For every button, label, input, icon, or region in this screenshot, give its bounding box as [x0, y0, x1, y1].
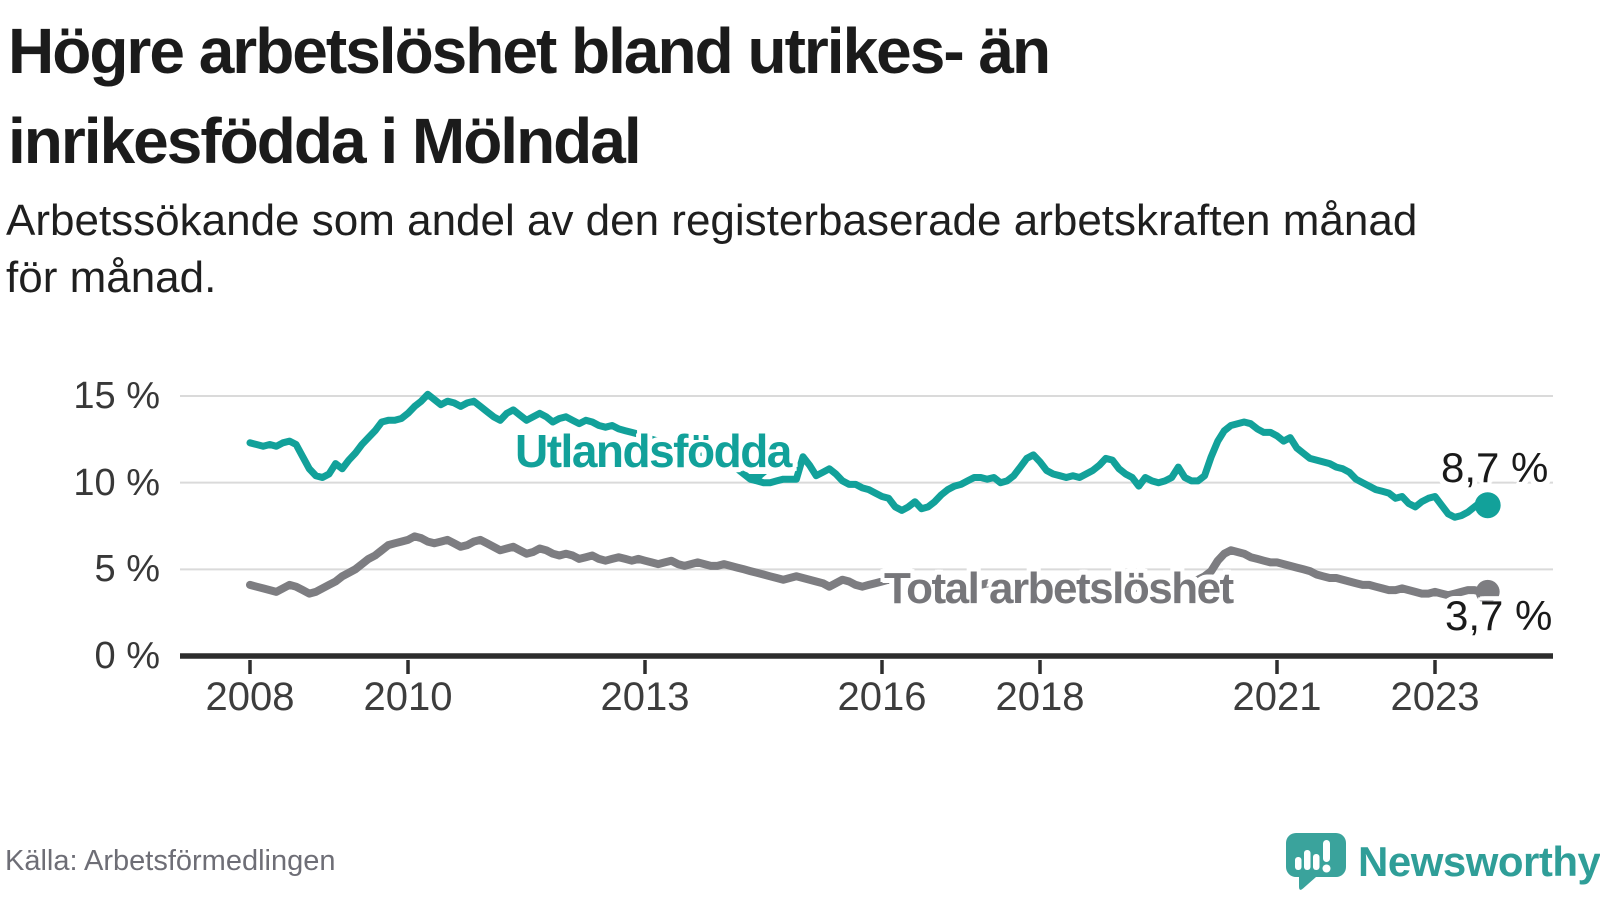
- y-tick-label-15: 15 %: [73, 375, 160, 417]
- series-line-utlandsfodda: [246, 390, 1492, 521]
- x-tick-label-2008: 2008: [205, 675, 295, 719]
- x-tick-label-2021: 2021: [1232, 675, 1322, 719]
- title-line-2: inrikesfödda i Mölndal: [8, 105, 642, 177]
- series-label-utlandsfodda: Utlandsfödda: [515, 425, 792, 477]
- newsworthy-speech-bubble-chart-icon: [1286, 833, 1346, 890]
- newsworthy-logo: Newsworthy: [1284, 832, 1600, 892]
- series-label-total-arbetsloshet: Total arbetslöshet: [884, 564, 1234, 613]
- end-value-utlandsfodda: 8,7 %: [1441, 444, 1549, 491]
- chart-subtitle: Arbetssökande som andel av den registerb…: [6, 192, 1417, 306]
- newsworthy-wordmark: Newsworthy: [1358, 838, 1600, 885]
- y-tick-label-10: 10 %: [73, 461, 160, 504]
- title-line-1: Högre arbetslöshet bland utrikes- än: [8, 15, 1051, 87]
- x-tick-label-2016: 2016: [837, 675, 927, 719]
- subtitle-line-2: för månad.: [6, 253, 217, 302]
- series-end-dot-utlandsfodda: [1474, 492, 1501, 519]
- y-tick-label-0: 0 %: [94, 635, 160, 677]
- end-value-total: 3,7 %: [1445, 592, 1553, 639]
- x-tick-label-2010: 2010: [363, 675, 453, 719]
- x-tick-label-2023: 2023: [1390, 675, 1480, 719]
- x-tick-label-2018: 2018: [995, 675, 1085, 719]
- y-tick-label-5: 5 %: [94, 548, 160, 591]
- page-title: Högre arbetslöshet bland utrikes- än inr…: [8, 6, 1051, 186]
- x-tick-label-2013: 2013: [600, 675, 690, 719]
- series-end-dot-total: [1475, 579, 1500, 604]
- source-note: Källa: Arbetsförmedlingen: [5, 845, 336, 877]
- series-line-total: [246, 532, 1492, 600]
- series-label-arrow-down-icon: [743, 474, 767, 484]
- subtitle-line-1: Arbetssökande som andel av den registerb…: [6, 196, 1418, 245]
